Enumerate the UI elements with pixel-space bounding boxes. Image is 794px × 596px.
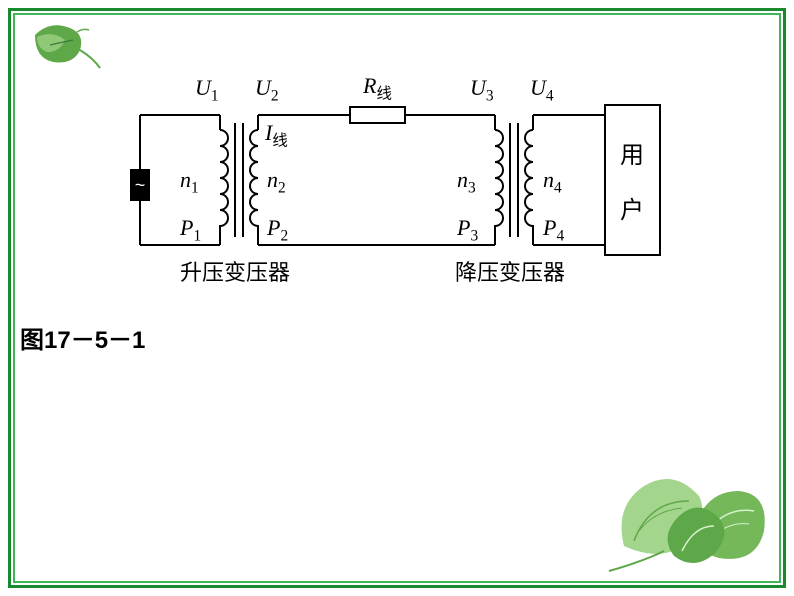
user-box-line1: 用 xyxy=(620,135,644,170)
label-U3: U3 xyxy=(470,75,494,105)
circuit-diagram: ~ U1 U2 R线 U3 U4 I线 n1 n2 n3 n4 P1 P2 P3… xyxy=(125,75,675,285)
label-P4: P4 xyxy=(543,215,564,245)
label-Iline: I线 xyxy=(265,120,288,150)
label-n1: n1 xyxy=(180,167,199,197)
stepup-label: 升压变压器 xyxy=(180,255,290,287)
label-n3: n3 xyxy=(457,167,476,197)
user-box-line2: 户 xyxy=(620,190,644,225)
label-n4: n4 xyxy=(543,167,562,197)
stepdown-label: 降压变压器 xyxy=(455,255,565,287)
label-P1: P1 xyxy=(180,215,201,245)
leaf-bottom-right-icon xyxy=(604,446,774,581)
label-U4: U4 xyxy=(530,75,554,105)
label-P2: P2 xyxy=(267,215,288,245)
ac-symbol: ~ xyxy=(135,175,146,195)
label-U2: U2 xyxy=(255,75,279,105)
label-R: R线 xyxy=(363,73,392,103)
label-U1: U1 xyxy=(195,75,219,105)
label-P3: P3 xyxy=(457,215,478,245)
figure-caption: 图17－5－1 xyxy=(20,320,145,355)
label-n2: n2 xyxy=(267,167,286,197)
leaf-top-left-icon xyxy=(25,20,105,80)
